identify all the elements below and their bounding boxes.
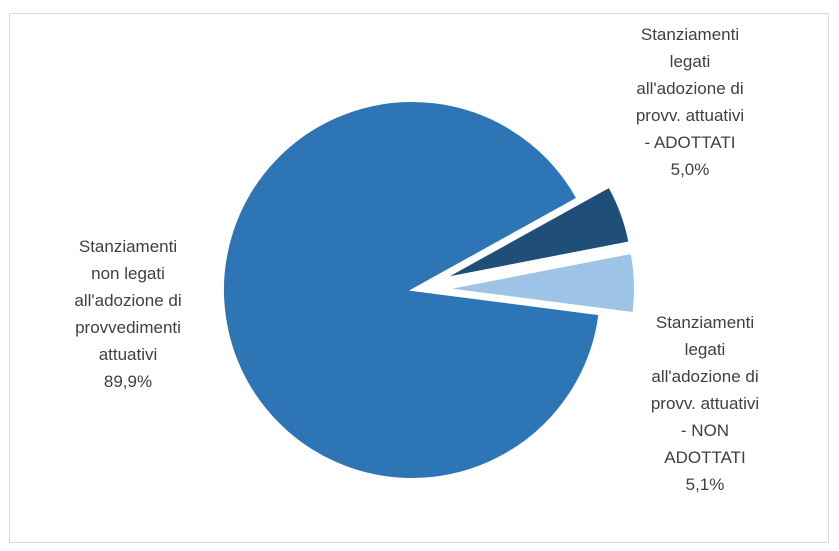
data-label-line: provv. attuativi [651,394,759,413]
data-label-line: legati [685,340,726,359]
data-label-2: Stanziamenti non legati all'adozione di pro… [74,237,181,391]
data-label-line: 5,1% [686,475,725,494]
data-label-line: 89,9% [104,372,152,391]
data-label-line: - NON [681,421,729,440]
data-label-line: Stanziamenti [656,313,754,332]
data-label-1: Stanziamenti legati all'adozione di provv. … [651,313,759,494]
data-label-line: non legati [91,264,165,283]
data-label-line: legati [670,52,711,71]
pie-slice-1 [445,251,636,315]
data-label-line: provvedimenti [75,318,181,337]
data-label-line: all'adozione di [651,367,758,386]
pie-slice-0 [443,185,631,280]
data-label-line: Stanziamenti [641,25,739,44]
data-label-line: all'adozione di [74,291,181,310]
data-label-line: all'adozione di [636,79,743,98]
data-label-line: attuativi [99,345,158,364]
data-label-line: provv. attuativi [636,106,744,125]
data-label-line: ADOTTATI [664,448,746,467]
data-label-line: - ADOTTATI [645,133,736,152]
data-label-line: Stanziamenti [79,237,177,256]
data-label-0: Stanziamenti legati all'adozione di provv. … [636,25,744,179]
data-label-line: 5,0% [671,160,710,179]
pie-slice-2 [222,100,601,481]
